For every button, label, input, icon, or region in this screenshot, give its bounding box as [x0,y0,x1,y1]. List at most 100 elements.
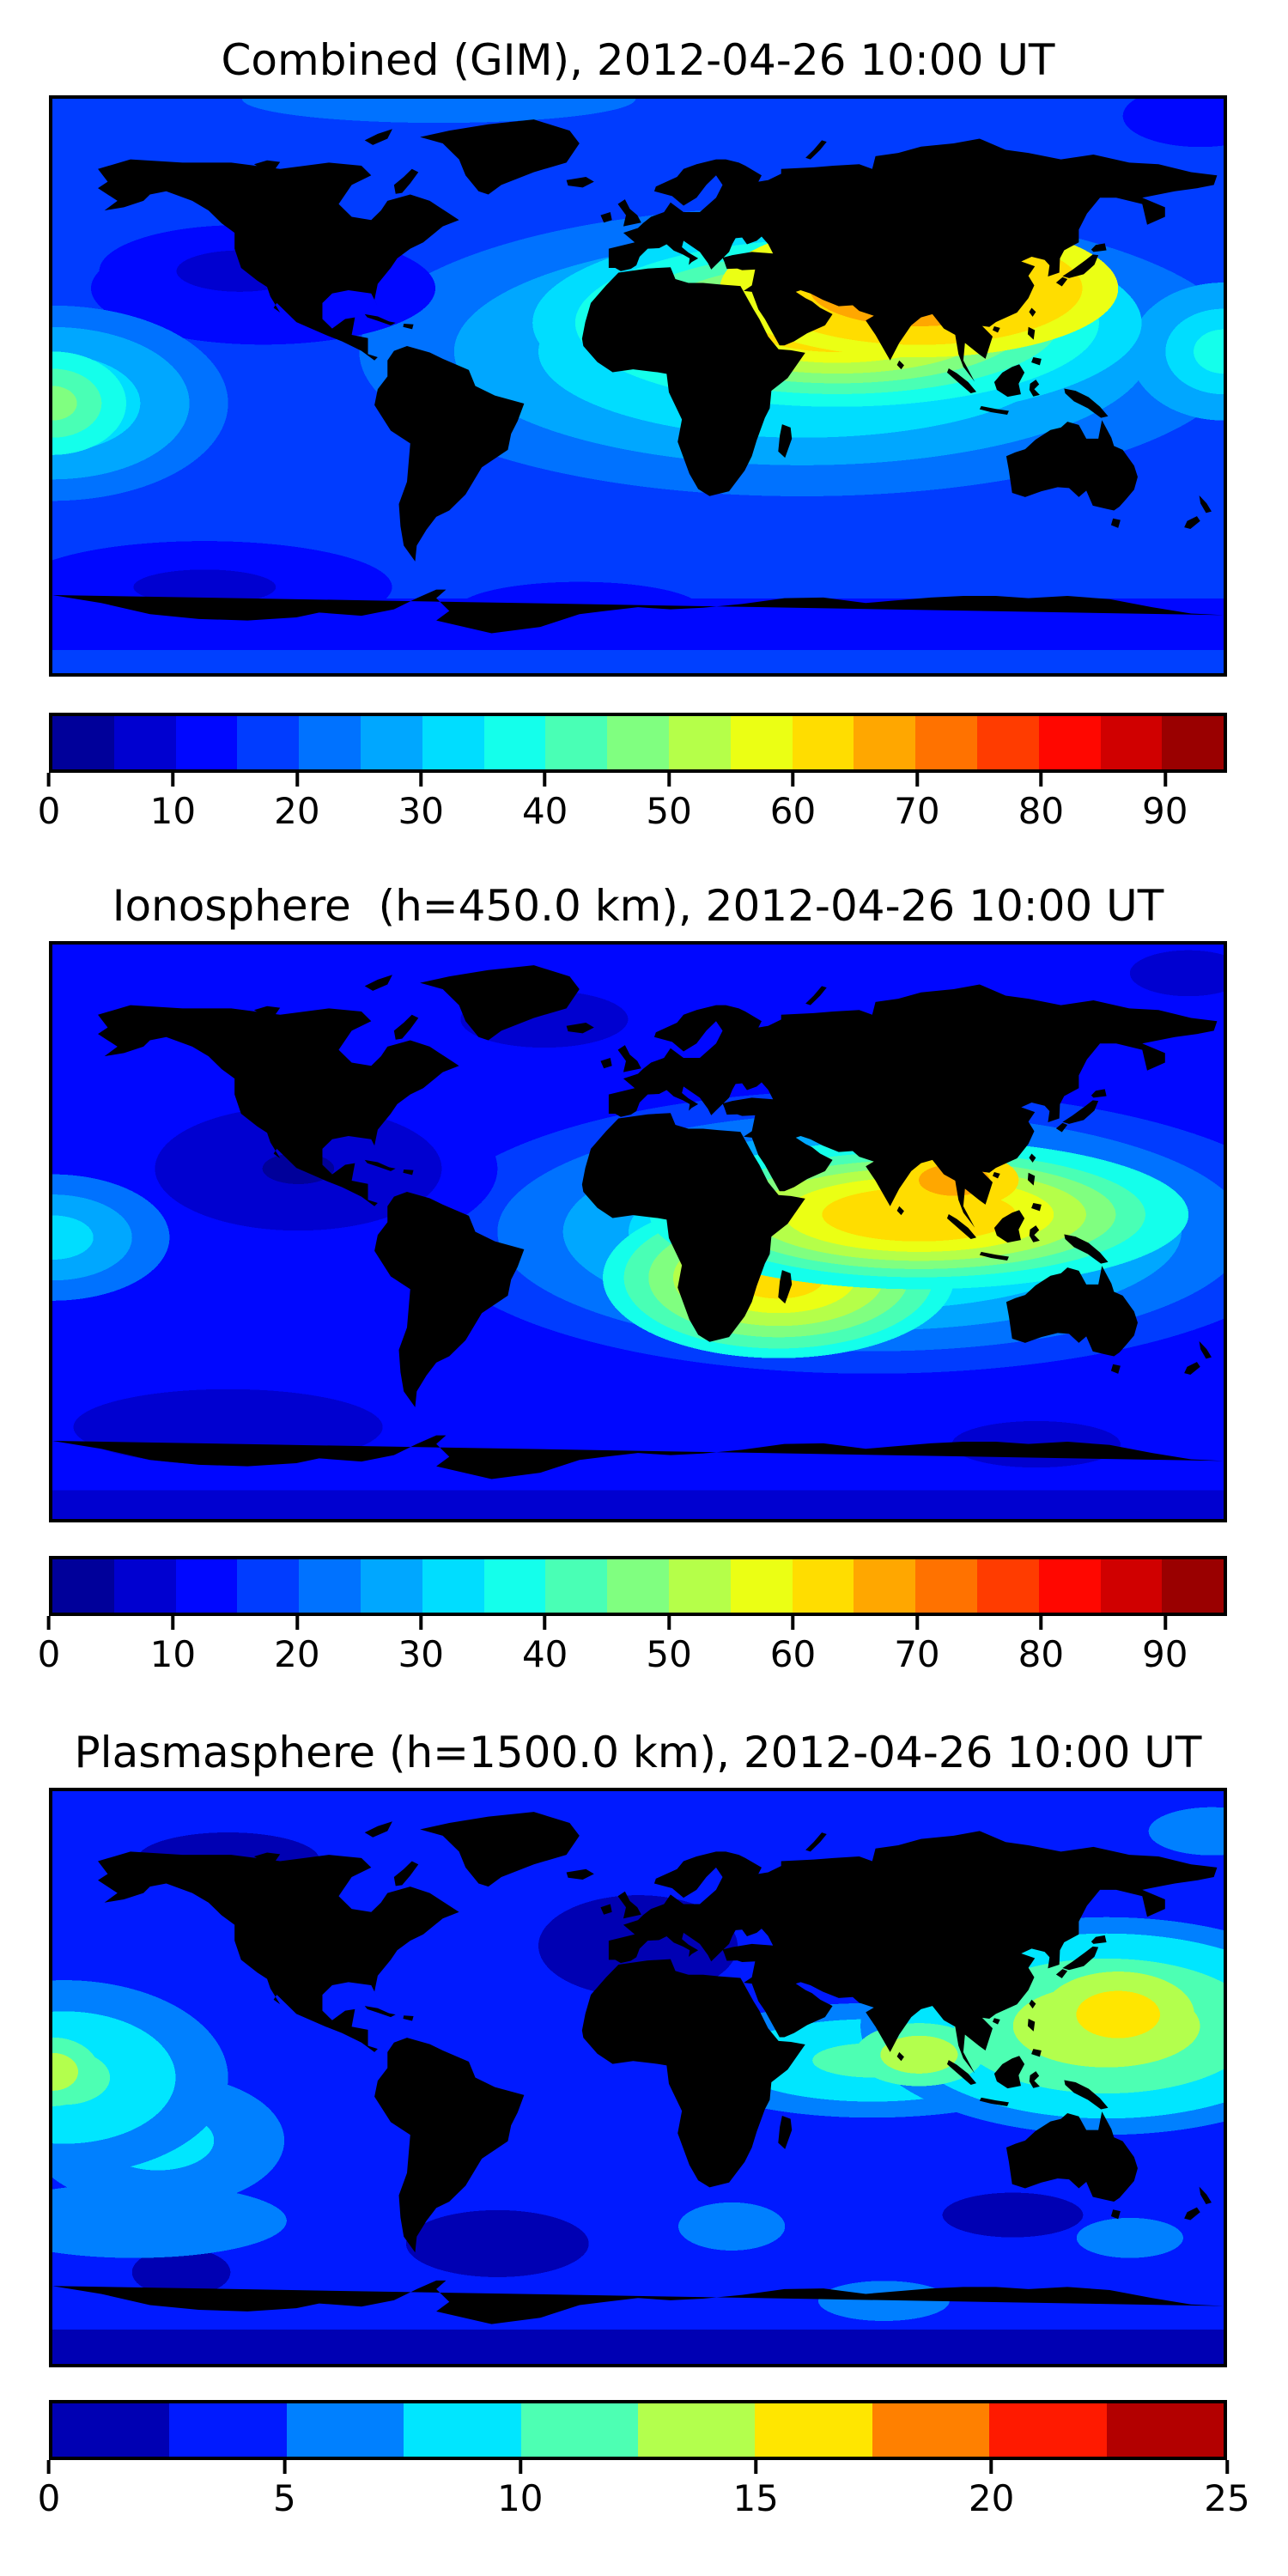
colorbar-segment [422,716,484,769]
colorbar-tick: 60 [770,773,816,829]
tick-mark [667,1616,671,1630]
colorbar-tick: 0 [37,2460,61,2519]
colorbar-plasmasphere [49,2400,1227,2460]
colorbar-tick: 30 [398,773,444,829]
colorbar-tick: 5 [273,2460,296,2517]
colorbar-segment [730,716,793,769]
colorbar-segment [175,716,238,769]
tick-mark [518,2460,522,2474]
colorbar-segment [360,1559,422,1613]
colorbar-tick: 90 [1142,773,1188,829]
colorbar-segment [915,716,977,769]
panel-title-plasmasphere: Plasmasphere (h=1500.0 km), 2012-04-26 1… [74,1728,1202,1777]
colorbar-tick: 50 [646,1616,692,1675]
colorbar-ionosphere [49,1556,1227,1616]
colorbar-segment [872,2403,990,2457]
colorbar-tick: 20 [274,773,320,832]
colorbar-ticks-ionosphere: 0 10 20 30 40 50 60 70 80 90 [38,1616,1227,1693]
colorbar-segment [299,716,361,769]
colorbar-segment [1100,716,1163,769]
tick-label: 0 [37,790,61,832]
colorbar-tick: 25 [1204,2460,1250,2519]
colorbar-segment [607,1559,669,1613]
tick-mark [791,1616,795,1630]
tick-label: 0 [37,2477,61,2519]
tick-label: 10 [149,1633,197,1675]
tick-label: 60 [769,790,817,832]
colorbar-segment [755,2403,872,2457]
tick-label: 80 [1018,790,1065,832]
colorbar-segment [422,1559,484,1613]
colorbar-tick: 50 [646,773,692,829]
colorbar-tick: 0 [37,773,61,832]
colorbar-tick: 30 [398,1616,444,1673]
tick-label: 30 [398,790,444,832]
tick-mark [791,773,795,787]
colorbar-segment [299,1559,361,1613]
tick-mark [667,773,671,787]
colorbar-segment [52,716,114,769]
colorbar-segment [237,716,300,769]
colorbar-segment [792,716,854,769]
tick-label: 15 [732,2477,779,2519]
colorbar-segment [1162,1559,1224,1613]
colorbar-tick: 60 [770,1616,816,1673]
colorbar-segment [668,1559,731,1613]
coastlines-ionosphere [52,965,1224,1479]
colorbar-segment [638,2403,756,2457]
tick-mark [46,1616,51,1630]
tick-mark [171,1616,175,1630]
tick-label: 30 [398,1633,444,1675]
tick-mark [419,1616,423,1630]
colorbar-segment [607,716,669,769]
colorbar-segment [976,716,1039,769]
colorbar-segment [792,1559,854,1613]
tick-label: 0 [37,1633,61,1675]
tick-mark [1039,773,1043,787]
colorbar-tick: 20 [969,2460,1014,2517]
colorbar-tick: 10 [497,2460,544,2517]
tick-mark [46,773,51,787]
colorbar-segment [1038,1559,1101,1613]
colorbar-tick: 90 [1142,1616,1188,1673]
colorbar-segment [483,1559,546,1613]
tick-label: 20 [274,1633,320,1675]
colorbar-segment [483,716,546,769]
colorbar-segment [113,716,176,769]
colorbar-segment [52,2403,170,2457]
tick-label: 25 [1204,2477,1250,2519]
colorbar-segment [520,2403,639,2457]
map-plot-combined [49,95,1227,677]
panel-title-ionosphere: Ionosphere (h=450.0 km), 2012-04-26 10:0… [112,881,1164,931]
tick-mark [914,1616,919,1630]
tick-mark [1163,1616,1167,1630]
coastlines-combined [52,119,1224,634]
colorbar-segment [404,2403,521,2457]
tick-mark [171,773,175,787]
colorbar-segment [1038,716,1101,769]
tick-mark [46,2460,51,2474]
tick-label: 40 [521,1633,568,1675]
tick-label: 5 [273,2477,296,2519]
colorbar-ticks-combined: 0 10 20 30 40 50 60 70 80 90 [38,773,1227,850]
colorbar-tick: 80 [1018,1616,1064,1673]
tick-label: 50 [646,1633,692,1675]
colorbar-segment [360,716,422,769]
tick-mark [543,773,547,787]
tick-mark [1224,2460,1229,2474]
coastlines-plasmasphere [52,1812,1224,2324]
colorbar-segment [1100,1559,1163,1613]
tick-label: 20 [274,790,320,832]
colorbar-tick: 20 [274,1616,320,1675]
tick-label: 90 [1142,1633,1188,1675]
tick-mark [914,773,919,787]
colorbar-segment [668,716,731,769]
colorbar-segment [1106,2403,1224,2457]
map-plot-ionosphere [49,941,1227,1522]
colorbar-segment [113,1559,176,1613]
colorbar-segment [237,1559,300,1613]
tick-mark [543,1616,547,1630]
colorbar-segment [976,1559,1039,1613]
colorbar-tick: 70 [894,1616,940,1673]
colorbar-segment [545,716,608,769]
